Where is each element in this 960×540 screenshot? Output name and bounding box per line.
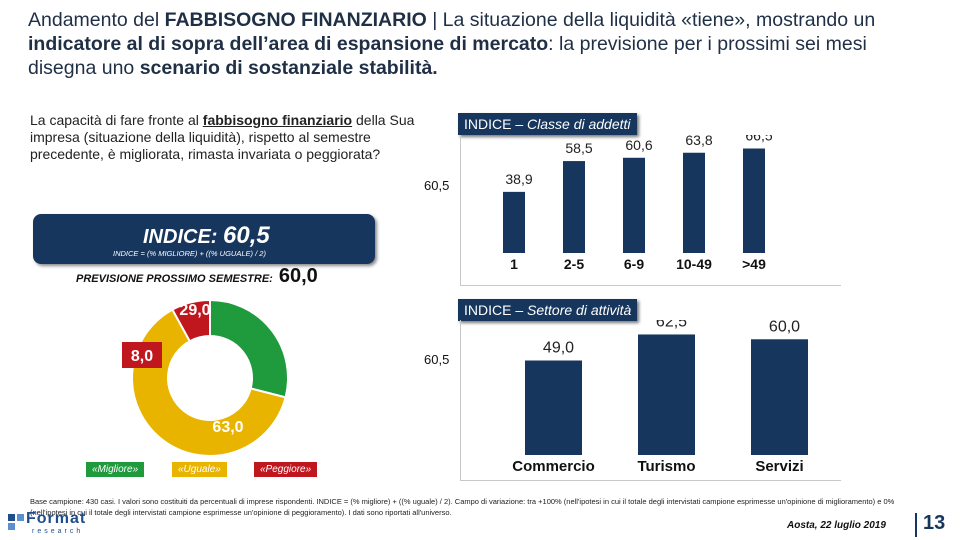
ref-label-settore: 60,5: [424, 352, 450, 367]
bar: [743, 148, 765, 253]
bar: [683, 152, 705, 253]
panel-addetti-frame: [460, 135, 841, 286]
donut-callout: [122, 342, 162, 368]
footer-date: Aosta, 22 luglio 2019: [787, 520, 886, 531]
bar-chart-addetti: 38,9 1 58,5 2-5 60,6 6-9 63,8 10-49 66,5 >49: [503, 135, 773, 272]
page-divider: [915, 513, 917, 537]
panel-settore-title: INDICE – Settore di attività: [458, 299, 638, 321]
donut-slice: [209, 298, 289, 399]
panel-settore-frame: [460, 320, 841, 481]
bar-category-label: Servizi: [755, 458, 803, 475]
legend-migliore: «Migliore»: [86, 462, 145, 477]
bar-value-label: 62,5: [656, 320, 687, 330]
bar-chart-settore: 49,0 Commercio 62,5 Turismo 60,0 Servizi: [512, 320, 808, 475]
page-number: 13: [923, 512, 946, 534]
legend-peggiore: «Peggiore»: [254, 462, 318, 477]
bar-category-label: 1: [510, 256, 518, 272]
page-title: Andamento del FABBISOGNO FINANZIARIO | L…: [28, 9, 876, 79]
donut-value-label: 8,0: [131, 348, 153, 365]
logo-text: Format: [26, 510, 87, 527]
logo-subtext: research: [32, 528, 84, 535]
donut-value-label: 29,0: [179, 302, 210, 319]
index-value: INDICE: 60,5: [143, 222, 270, 249]
bar-category-label: Commercio: [512, 458, 595, 475]
bar-category-label: 10-49: [676, 256, 712, 272]
panel-addetti-title: INDICE – Classe di addetti: [458, 113, 637, 135]
footnote: Base campione: 430 casi. I valori sono c…: [30, 497, 895, 517]
index-box: INDICE: 60,5 INDICE = (% MIGLIORE) + ((%…: [33, 214, 375, 264]
format-logo: Format research: [8, 510, 88, 538]
survey-question: La capacità di fare fronte al fabbisogno…: [30, 112, 415, 162]
donut-slice: [171, 298, 211, 343]
bar: [503, 191, 525, 253]
bar: [563, 161, 585, 253]
bar: [525, 360, 582, 455]
donut-value-label: 63,0: [212, 419, 243, 436]
index-formula: INDICE = (% MIGLIORE) + ((% UGUALE) / 2): [113, 249, 266, 258]
forecast: PREVISIONE PROSSIMO SEMESTRE: 60,0: [76, 265, 318, 287]
donut-chart: 29,0 63,0 8,0: [122, 298, 289, 457]
ref-label-addetti: 60,5: [424, 178, 450, 193]
bar-value-label: 66,5: [745, 135, 772, 144]
legend-uguale: «Uguale»: [172, 462, 227, 477]
bar: [751, 339, 808, 455]
bar-category-label: 2-5: [564, 256, 584, 272]
bar-value-label: 60,0: [769, 320, 800, 335]
bar-category-label: >49: [742, 256, 766, 272]
bar-value-label: 38,9: [505, 171, 532, 187]
bar: [623, 157, 645, 253]
bar-category-label: Turismo: [637, 458, 695, 475]
bar-value-label: 58,5: [565, 140, 592, 156]
bar-value-label: 63,8: [685, 135, 712, 148]
bar-value-label: 49,0: [543, 340, 574, 357]
bar-category-label: 6-9: [624, 256, 644, 272]
bar: [638, 334, 695, 455]
logo-mark-icon: [8, 514, 24, 530]
bar-value-label: 60,6: [625, 137, 652, 153]
donut-slice: [131, 308, 287, 457]
